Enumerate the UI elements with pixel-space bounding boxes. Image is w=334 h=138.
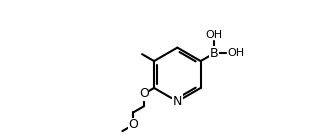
Text: OH: OH — [205, 30, 222, 40]
Text: N: N — [173, 95, 182, 108]
Text: OH: OH — [227, 48, 244, 59]
Text: B: B — [209, 47, 218, 60]
Text: O: O — [128, 118, 138, 131]
Text: O: O — [139, 87, 149, 100]
